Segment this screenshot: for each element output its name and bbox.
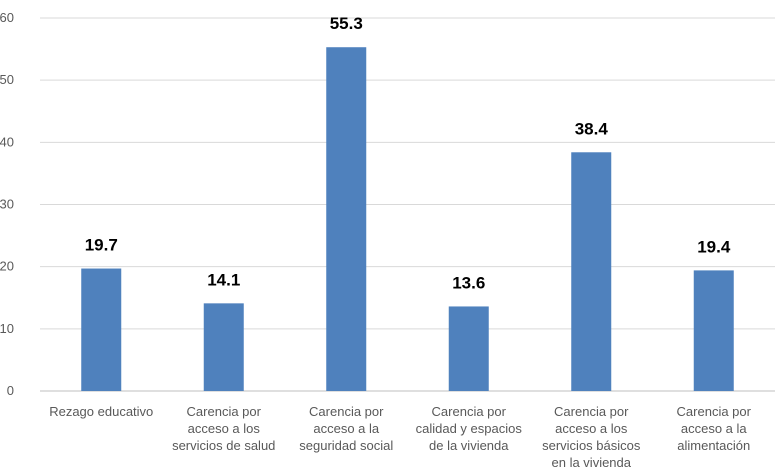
category-label-line: acceso a la — [681, 421, 748, 436]
y-axis-ticks: 0 10 20 30 40 50 60 — [0, 10, 14, 398]
category-label: Carencia por acceso a los servicios básico… — [542, 404, 641, 470]
bar — [326, 47, 367, 392]
data-label: 19.4 — [697, 237, 731, 256]
category-label-line: acceso a los — [555, 421, 628, 436]
bar — [693, 270, 734, 391]
data-label: 19.7 — [85, 236, 118, 255]
data-label: 38.4 — [575, 119, 609, 138]
y-tick-label: 30 — [0, 197, 14, 212]
category-label-line: servicios de salud — [172, 438, 275, 453]
bar — [448, 306, 489, 391]
data-label: 55.3 — [330, 14, 363, 33]
x-axis-categories: Rezago educativo Carencia por acceso a los… — [49, 404, 751, 470]
category-label-line: en la vivienda — [552, 455, 632, 470]
category-label: Carencia por calidad y espacios de la vivi… — [416, 404, 523, 453]
data-labels: 19.7 14.1 55.3 13.6 38.4 19.4 — [85, 14, 731, 292]
category-label: Carencia por acceso a la seguridad social — [299, 404, 393, 453]
category-label-line: Carencia por — [677, 404, 752, 419]
category-label-line: calidad y espacios — [416, 421, 523, 436]
category-label-line: Carencia por — [432, 404, 507, 419]
data-label: 14.1 — [207, 270, 240, 289]
category-label-line: acceso a la — [313, 421, 380, 436]
category-label-line: Carencia por — [554, 404, 629, 419]
category-label-line: alimentación — [677, 438, 750, 453]
category-label: Carencia por acceso a la alimentación — [677, 404, 752, 453]
y-tick-label: 0 — [7, 383, 14, 398]
y-tick-label: 40 — [0, 134, 14, 149]
category-label-line: Carencia por — [309, 404, 384, 419]
category-label-line: servicios básicos — [542, 438, 641, 453]
category-label: Carencia por acceso a los servicios de sal… — [172, 404, 275, 453]
y-tick-label: 20 — [0, 259, 14, 274]
bar — [571, 152, 612, 391]
category-label-line: Carencia por — [187, 404, 262, 419]
bar — [203, 303, 244, 391]
y-tick-label: 50 — [0, 72, 14, 87]
category-label-line: seguridad social — [299, 438, 393, 453]
category-label-line: Rezago educativo — [49, 404, 153, 419]
bars — [81, 47, 734, 392]
category-label: Rezago educativo — [49, 404, 153, 419]
category-label-line: de la vivienda — [429, 438, 509, 453]
category-label-line: acceso a los — [188, 421, 261, 436]
gridlines — [40, 17, 775, 392]
bar — [81, 268, 122, 391]
y-tick-label: 60 — [0, 10, 14, 25]
y-tick-label: 10 — [0, 321, 14, 336]
data-label: 13.6 — [452, 273, 485, 292]
